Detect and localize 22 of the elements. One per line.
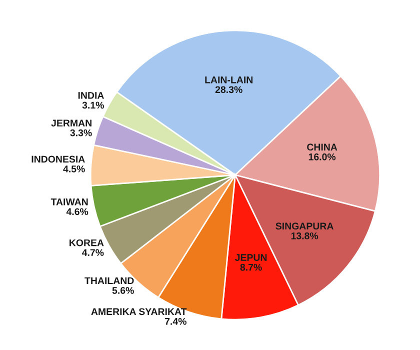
data-label: 7.4% <box>165 318 186 325</box>
slice-label: JERMAN <box>51 120 92 127</box>
slice-label: INDONESIA <box>32 156 85 163</box>
data-label: 4.6% <box>66 208 88 216</box>
slice-label: KOREA <box>70 239 104 246</box>
data-label: 4.5% <box>63 166 85 172</box>
data-label: 8.7% <box>240 264 262 271</box>
data-label: 28.3% <box>215 86 242 94</box>
slice-label: AMERIKA SYARIKAT <box>91 308 187 316</box>
data-label: 3.3% <box>70 129 92 136</box>
data-label: 13.8% <box>291 232 318 240</box>
data-label: 5.6% <box>112 287 134 294</box>
slice-label: JEPUN <box>234 254 267 261</box>
data-label: 16.0% <box>308 153 336 160</box>
slice-label: SINGAPURA <box>276 222 334 230</box>
data-label: 4.7% <box>82 249 104 256</box>
slice-label: CHINA <box>307 144 338 151</box>
slice-label: TAIWAN <box>50 198 88 206</box>
slice-label: LAIN-LAIN <box>205 76 252 84</box>
slice-label: THAILAND <box>84 277 134 284</box>
slice-label: INDIA <box>78 92 104 99</box>
data-label: 3.1% <box>82 102 104 109</box>
